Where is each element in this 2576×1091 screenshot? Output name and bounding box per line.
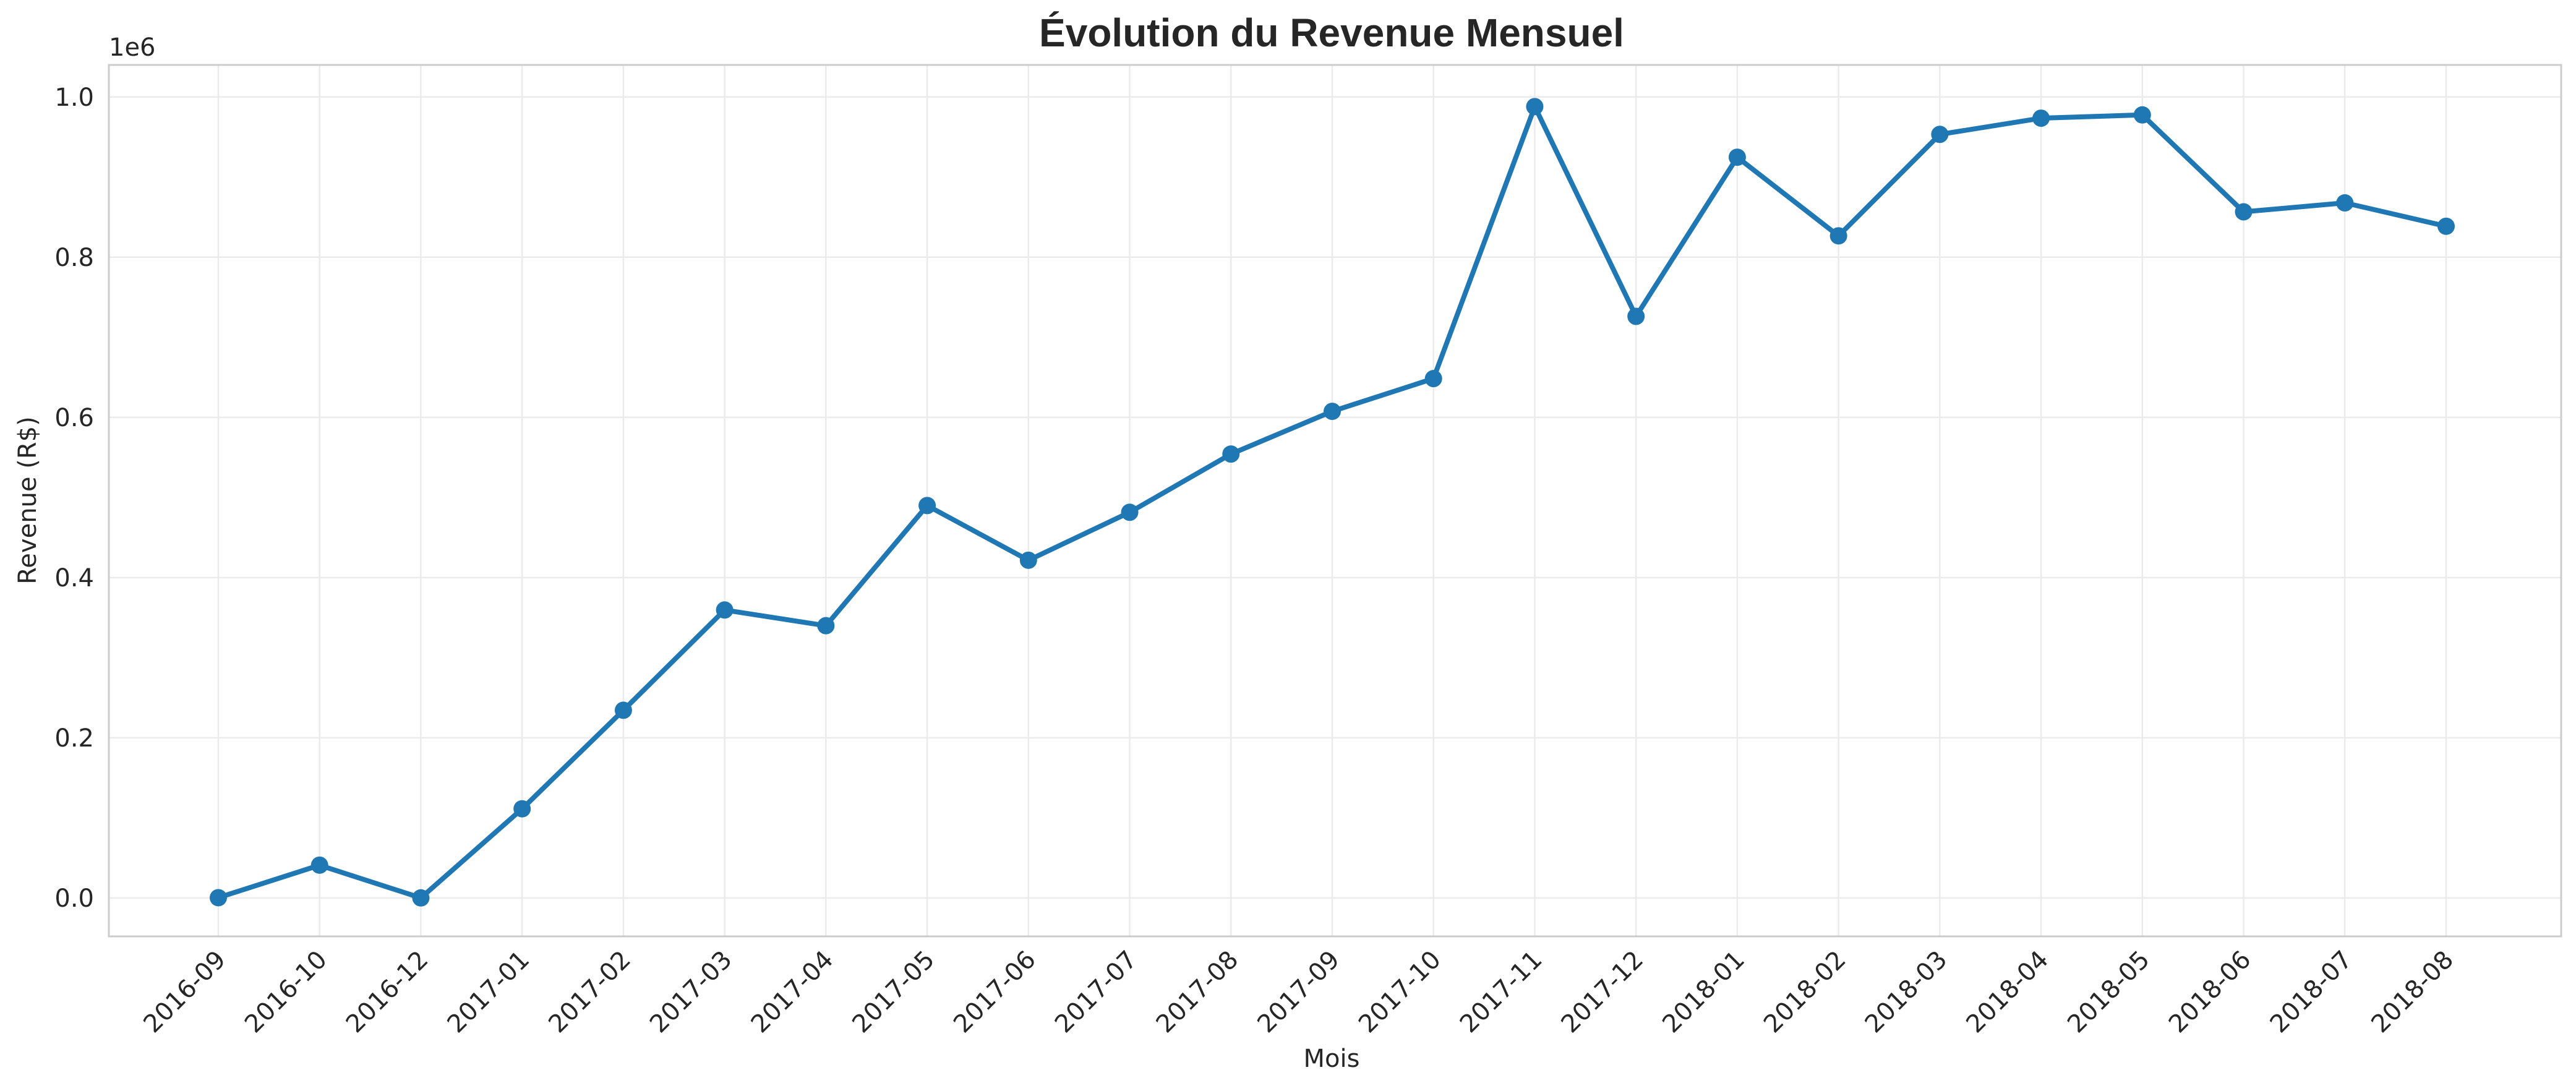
data-point [2133, 106, 2151, 124]
data-point [1728, 148, 1746, 166]
data-point [1931, 126, 1949, 143]
chart-title: Évolution du Revenue Mensuel [1039, 11, 1624, 55]
y-tick-label: 0.0 [54, 884, 94, 913]
data-point [716, 601, 734, 619]
data-point [412, 889, 430, 907]
y-tick-label: 0.4 [54, 564, 94, 593]
data-point [1829, 227, 1847, 245]
y-tick-labels: 0.0 0.2 0.4 0.6 0.8 1.0 [54, 83, 94, 913]
y-tick-label: 0.2 [54, 724, 94, 753]
y-tick-label: 0.8 [54, 244, 94, 272]
data-point [1019, 551, 1037, 569]
data-point [1222, 445, 1240, 463]
y-axis-label: Revenue (R$) [14, 416, 42, 584]
data-point [2437, 217, 2455, 235]
data-point [2032, 109, 2050, 127]
plot-frame [108, 64, 2562, 938]
y-multiplier-label: 1e6 [109, 33, 156, 62]
data-point [918, 497, 936, 515]
data-point [614, 701, 632, 719]
data-point [1526, 98, 1544, 116]
data-point [1121, 503, 1139, 521]
data-point [2336, 194, 2354, 212]
data-point [1424, 370, 1442, 388]
data-point [1627, 307, 1645, 325]
x-axis-label: Mois [1304, 1045, 1360, 1073]
data-point [310, 856, 328, 874]
y-tick-label: 0.6 [54, 404, 94, 432]
series-layer [210, 98, 2455, 907]
data-point [817, 617, 835, 635]
data-point [513, 800, 531, 818]
data-point [2235, 203, 2253, 221]
data-point [210, 889, 227, 907]
y-tick-label: 1.0 [54, 83, 94, 112]
data-point [1324, 403, 1341, 421]
